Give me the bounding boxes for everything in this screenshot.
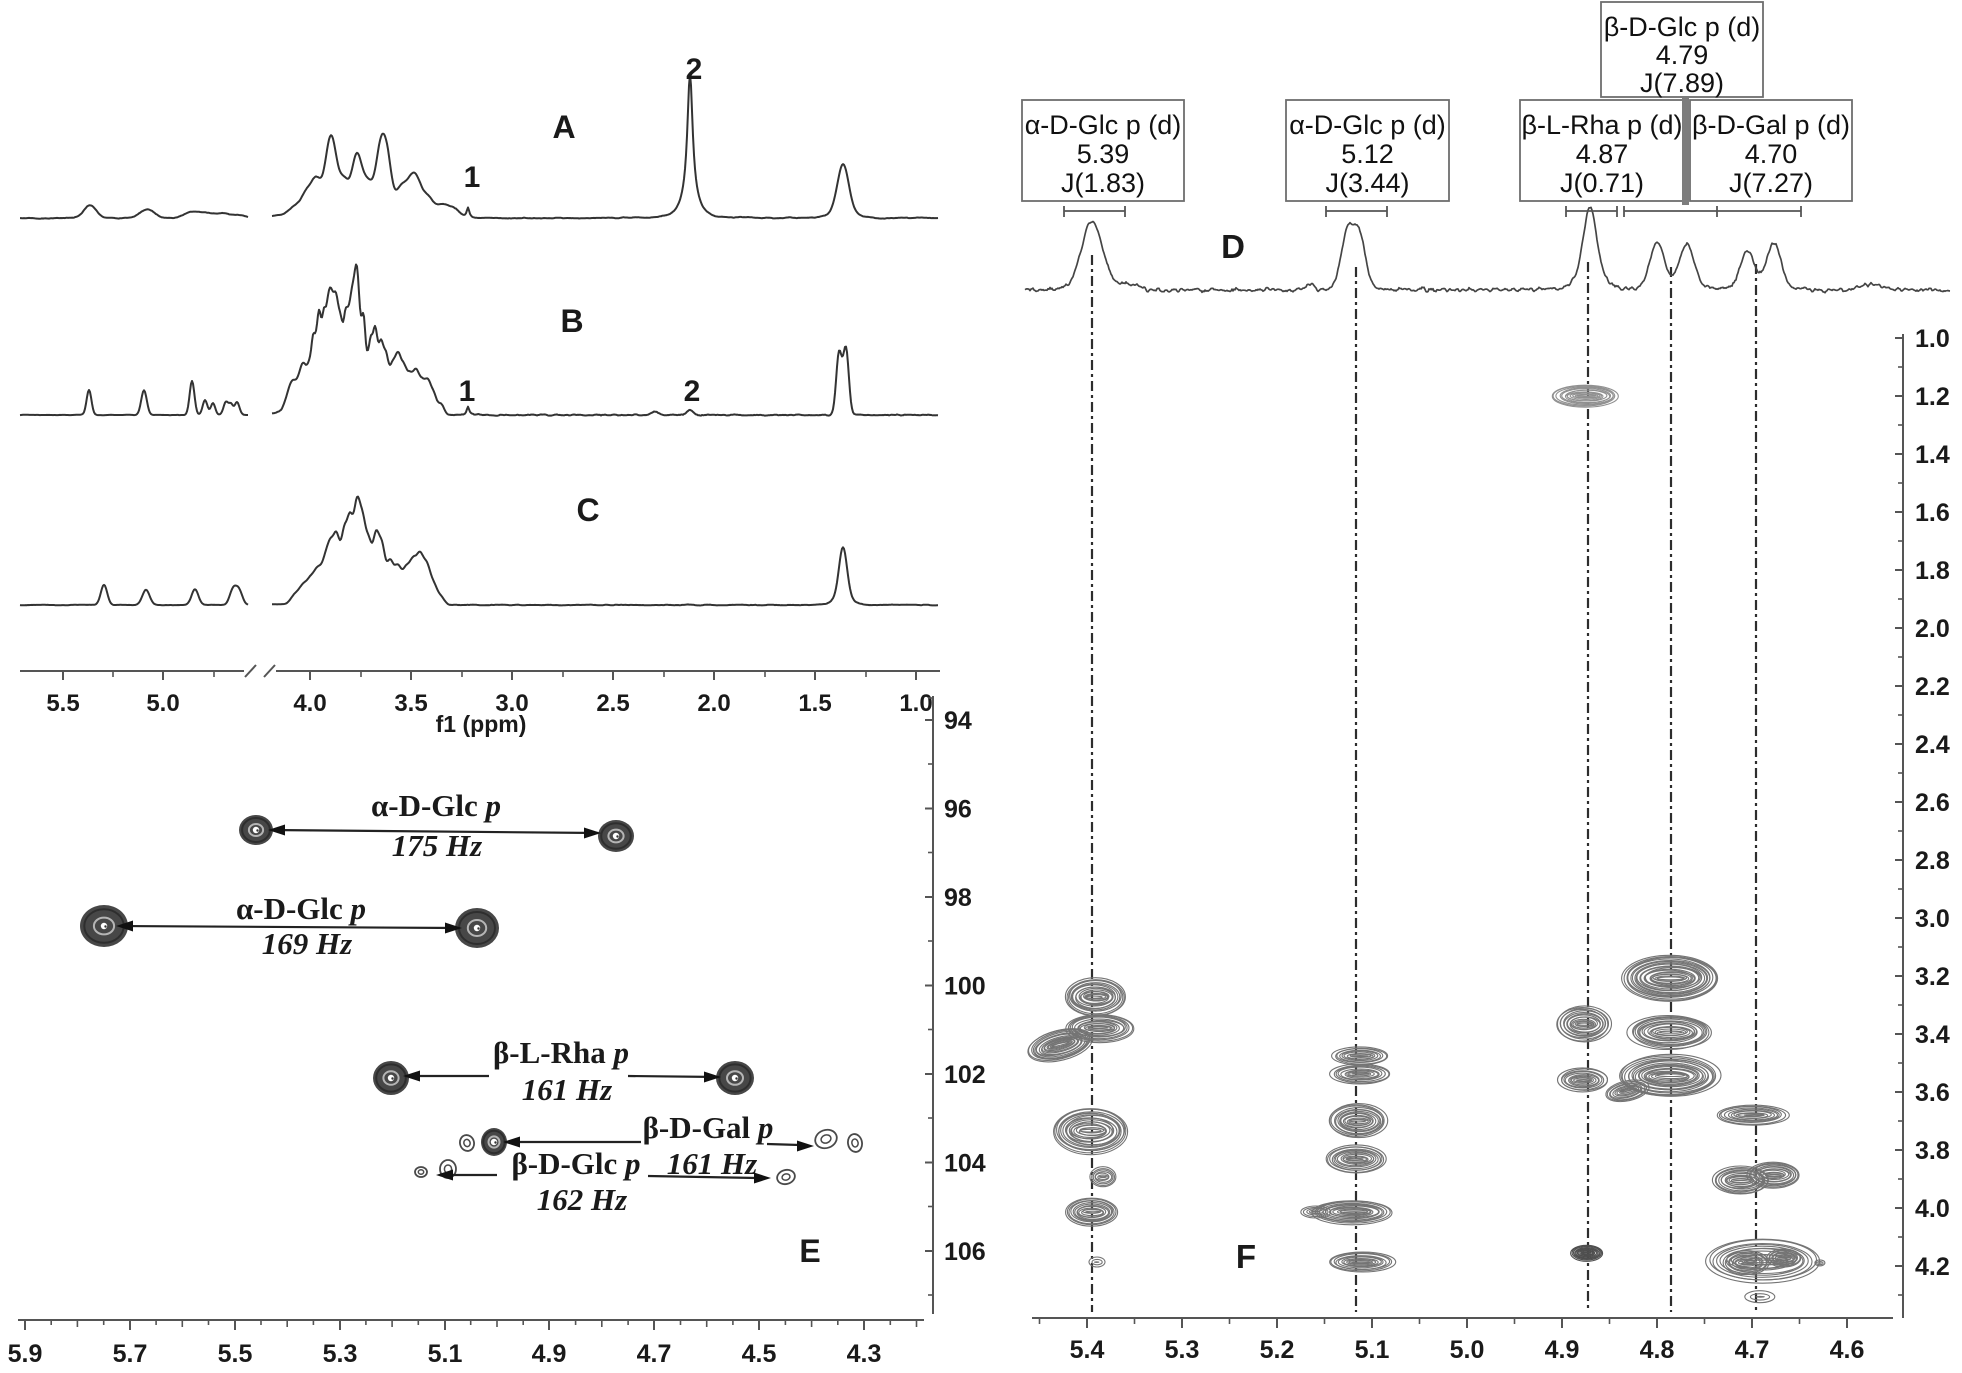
svg-text:5.7: 5.7 — [113, 1340, 148, 1368]
svg-text:4.87: 4.87 — [1576, 139, 1629, 169]
svg-text:4.0: 4.0 — [1915, 1195, 1950, 1223]
svg-text:4.8: 4.8 — [1640, 1336, 1675, 1364]
svg-text:α-D-Glc p (d): α-D-Glc p (d) — [1025, 110, 1182, 140]
svg-text:J(7.27): J(7.27) — [1729, 168, 1813, 198]
svg-text:2.8: 2.8 — [1915, 847, 1950, 875]
svg-text:5.0: 5.0 — [1450, 1336, 1485, 1364]
svg-text:4.79: 4.79 — [1656, 40, 1709, 70]
svg-text:5.0: 5.0 — [146, 690, 179, 717]
svg-text:α-D-Glc p: α-D-Glc p — [236, 891, 366, 926]
svg-text:161 Hz: 161 Hz — [667, 1146, 757, 1181]
svg-text:5.39: 5.39 — [1077, 139, 1130, 169]
svg-text:2: 2 — [686, 53, 703, 86]
svg-text:4.3: 4.3 — [847, 1340, 882, 1368]
svg-text:B: B — [560, 303, 583, 339]
svg-text:β-D-Glc p: β-D-Glc p — [511, 1146, 640, 1181]
svg-text:5.1: 5.1 — [1355, 1336, 1390, 1364]
svg-text:94: 94 — [944, 707, 972, 735]
svg-text:α-D-Glc p: α-D-Glc p — [371, 788, 501, 823]
svg-text:96: 96 — [944, 796, 972, 824]
svg-text:2.6: 2.6 — [1915, 789, 1950, 817]
svg-text:1: 1 — [464, 161, 481, 194]
svg-text:C: C — [576, 492, 599, 528]
svg-text:J(1.83): J(1.83) — [1061, 168, 1145, 198]
svg-text:4.7: 4.7 — [1735, 1336, 1770, 1364]
svg-text:5.4: 5.4 — [1070, 1336, 1105, 1364]
svg-text:J(7.89): J(7.89) — [1640, 68, 1724, 98]
svg-text:1.0: 1.0 — [1915, 325, 1950, 353]
svg-text:4.9: 4.9 — [1545, 1336, 1580, 1364]
svg-text:4.5: 4.5 — [742, 1340, 777, 1368]
svg-text:2.4: 2.4 — [1915, 731, 1950, 759]
svg-text:175 Hz: 175 Hz — [392, 828, 482, 863]
svg-text:1.4: 1.4 — [1915, 441, 1950, 469]
svg-text:1.5: 1.5 — [798, 690, 831, 717]
svg-text:E: E — [799, 1233, 820, 1269]
svg-text:4.6: 4.6 — [1830, 1336, 1865, 1364]
svg-text:1.0: 1.0 — [899, 690, 932, 717]
svg-text:4.70: 4.70 — [1745, 139, 1798, 169]
svg-text:4.2: 4.2 — [1915, 1253, 1950, 1281]
svg-text:5.2: 5.2 — [1260, 1336, 1295, 1364]
svg-text:3.6: 3.6 — [1915, 1079, 1950, 1107]
svg-text:3.0: 3.0 — [1915, 905, 1950, 933]
svg-text:161 Hz: 161 Hz — [522, 1072, 612, 1107]
svg-text:β-D-Gal p: β-D-Gal p — [643, 1110, 774, 1145]
svg-text:α-D-Glc p (d): α-D-Glc p (d) — [1289, 110, 1446, 140]
svg-text:1: 1 — [459, 375, 476, 408]
svg-text:5.3: 5.3 — [323, 1340, 358, 1368]
svg-text:106: 106 — [944, 1238, 986, 1266]
svg-text:4.7: 4.7 — [637, 1340, 672, 1368]
svg-text:3.2: 3.2 — [1915, 963, 1950, 991]
svg-text:2.0: 2.0 — [697, 690, 730, 717]
svg-text:2.0: 2.0 — [1915, 615, 1950, 643]
svg-text:3.4: 3.4 — [1915, 1021, 1950, 1049]
svg-text:J(3.44): J(3.44) — [1325, 168, 1409, 198]
svg-text:5.12: 5.12 — [1341, 139, 1394, 169]
svg-text:5.1: 5.1 — [428, 1340, 463, 1368]
svg-text:β-D-Gal p (d): β-D-Gal p (d) — [1692, 110, 1850, 140]
svg-text:1.2: 1.2 — [1915, 383, 1950, 411]
svg-text:A: A — [552, 109, 575, 145]
svg-text:β-L-Rha p: β-L-Rha p — [493, 1035, 629, 1070]
svg-text:J(0.71): J(0.71) — [1560, 168, 1644, 198]
svg-text:5.5: 5.5 — [218, 1340, 253, 1368]
svg-text:102: 102 — [944, 1061, 986, 1089]
svg-text:98: 98 — [944, 884, 972, 912]
svg-text:3.0: 3.0 — [495, 690, 528, 717]
svg-text:β-L-Rha p (d): β-L-Rha p (d) — [1521, 110, 1682, 140]
svg-text:5.9: 5.9 — [8, 1340, 43, 1368]
svg-text:4.0: 4.0 — [293, 690, 326, 717]
svg-text:5.5: 5.5 — [46, 690, 79, 717]
svg-text:3.5: 3.5 — [394, 690, 427, 717]
svg-text:β-D-Glc p (d): β-D-Glc p (d) — [1604, 12, 1761, 42]
svg-text:2.5: 2.5 — [596, 690, 629, 717]
svg-text:1.6: 1.6 — [1915, 499, 1950, 527]
svg-text:f1 (ppm): f1 (ppm) — [436, 711, 527, 737]
svg-text:4.9: 4.9 — [532, 1340, 567, 1368]
svg-text:100: 100 — [944, 973, 986, 1001]
svg-text:162 Hz: 162 Hz — [537, 1182, 627, 1217]
svg-text:104: 104 — [944, 1150, 986, 1178]
svg-text:F: F — [1236, 1238, 1256, 1275]
svg-text:169 Hz: 169 Hz — [262, 926, 352, 961]
svg-text:2.2: 2.2 — [1915, 673, 1950, 701]
svg-text:2: 2 — [684, 375, 701, 408]
svg-text:1.8: 1.8 — [1915, 557, 1950, 585]
svg-text:D: D — [1221, 228, 1245, 265]
svg-text:3.8: 3.8 — [1915, 1137, 1950, 1165]
svg-text:5.3: 5.3 — [1165, 1336, 1200, 1364]
